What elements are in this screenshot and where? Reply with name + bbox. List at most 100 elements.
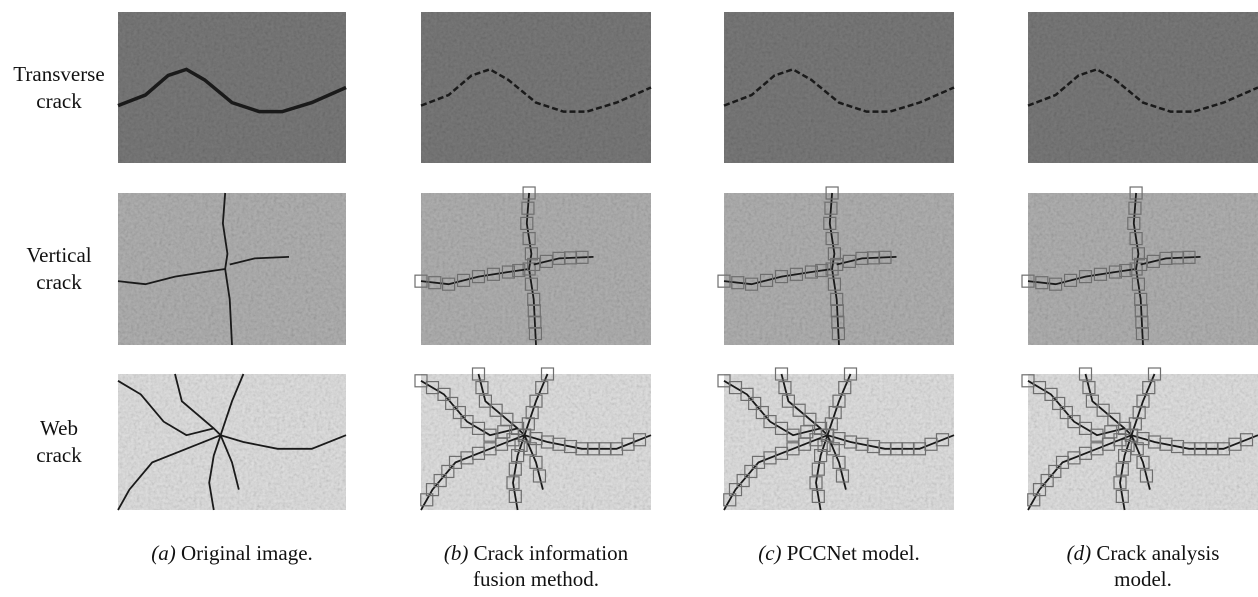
image-cell [117, 373, 347, 511]
row-label-line: crack [36, 88, 82, 113]
detection-box [460, 415, 474, 429]
crack [117, 380, 214, 437]
detection-box [828, 405, 842, 420]
detection-box [1130, 442, 1144, 456]
crack [117, 67, 347, 114]
detection-box [815, 263, 829, 278]
detection-box [1078, 421, 1093, 435]
crack [1027, 268, 1137, 286]
detection-box [1108, 265, 1123, 279]
detection-box [1059, 405, 1073, 420]
detection-box [824, 417, 838, 431]
detection-box [740, 387, 754, 401]
detection-box [1063, 273, 1078, 287]
row-label-line: Web [40, 416, 78, 440]
detection-box [842, 254, 856, 268]
detection-box [471, 421, 486, 435]
detection-box [820, 428, 835, 442]
detection-box [1136, 455, 1150, 469]
detection-box [1093, 267, 1108, 281]
detection-box [511, 449, 525, 463]
detection-box [1119, 263, 1133, 278]
detection-box [500, 412, 514, 426]
crack [512, 434, 526, 511]
caption-line: (b) Crack information [386, 540, 686, 566]
detection-box [437, 387, 451, 401]
detection-box [1107, 412, 1121, 426]
detection-box [831, 327, 846, 341]
caption-line: (a) Original image. [82, 540, 382, 566]
detection-box [1127, 216, 1141, 230]
caption-tag: (b) [443, 541, 469, 565]
detection-box [731, 276, 745, 290]
detection-box [501, 265, 515, 279]
caption-tag: (a) [151, 541, 176, 565]
detection-box [774, 367, 789, 381]
detection-box [1239, 433, 1254, 447]
detection-box [1055, 455, 1070, 469]
detection-box [1146, 254, 1160, 268]
detection-box [1128, 417, 1142, 431]
detection-box [524, 277, 539, 291]
row-label-line: Transverse [13, 61, 105, 86]
row-label-line: Vertical [26, 243, 92, 267]
detection-box [1134, 292, 1148, 306]
detection-box [1067, 415, 1081, 429]
image-background [724, 374, 954, 510]
detection-box [1113, 476, 1127, 490]
detection-box [1135, 327, 1150, 341]
crack [208, 434, 222, 511]
image-background [1028, 374, 1258, 510]
detection-box [529, 455, 543, 469]
detection-box [471, 270, 486, 284]
row-label: Vertical crack [0, 242, 118, 296]
detection-box [1115, 489, 1129, 503]
detection-box [1078, 270, 1093, 284]
detection-box [511, 421, 525, 435]
column-caption: (a) Original image. [82, 540, 382, 566]
detection-box [755, 405, 769, 420]
image-background [421, 193, 651, 345]
crack [723, 268, 833, 286]
crack [1140, 255, 1201, 266]
detection-box [826, 442, 840, 456]
crack [1130, 434, 1151, 490]
crack [533, 255, 594, 266]
caption-tag: (c) [758, 541, 782, 565]
image-cell [717, 367, 955, 511]
detection-box [717, 274, 731, 288]
detection-box [744, 277, 759, 291]
detection-box [527, 257, 541, 272]
crack [420, 434, 525, 511]
detection-box [483, 428, 497, 442]
detection-box [827, 277, 842, 291]
crack [117, 268, 226, 286]
detection-box [428, 276, 442, 290]
row-label-line: crack [36, 270, 82, 294]
detection-box [1128, 201, 1142, 215]
crack [523, 373, 549, 436]
detection-box [792, 403, 806, 417]
caption-line: (c) PCCNet model. [689, 540, 989, 566]
detection-box [1090, 428, 1104, 442]
detection-box [433, 473, 447, 488]
detection-box [456, 273, 471, 287]
image-background [1028, 12, 1258, 163]
detection-box [512, 263, 526, 278]
row-label-line: crack [36, 443, 82, 467]
crack [174, 373, 347, 450]
detection-box [489, 403, 503, 417]
crack [219, 434, 240, 490]
crack [420, 380, 518, 437]
detection-box [728, 381, 743, 395]
detection-box [414, 274, 428, 288]
detection-box [1131, 247, 1146, 261]
image-cell [420, 12, 652, 163]
image-cell [1021, 186, 1258, 346]
crack [523, 434, 544, 490]
detection-box [448, 455, 463, 469]
image-cell [1027, 12, 1258, 163]
crack [723, 68, 955, 113]
detection-box [524, 247, 539, 261]
detection-box [521, 417, 535, 431]
